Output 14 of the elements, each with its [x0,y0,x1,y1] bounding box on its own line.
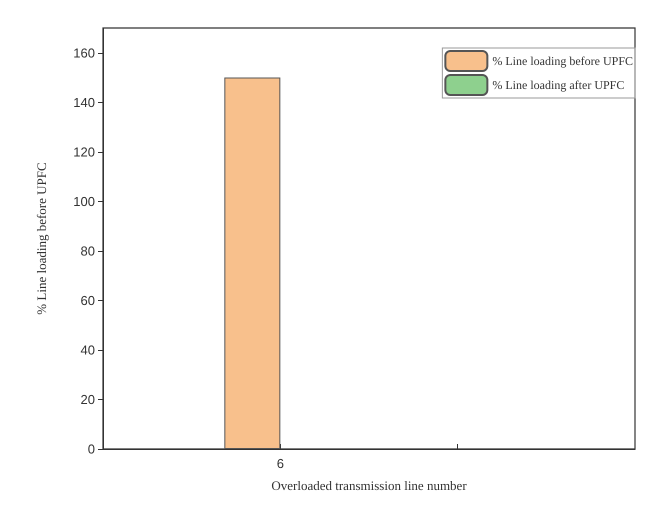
y-tick-label: 100 [73,194,95,209]
y-axis-title: % Line loading before UPFC [34,162,49,315]
y-tick-label: 140 [73,94,95,110]
y-tick-label: 80 [80,243,95,258]
x-axis-title: Overloaded transmission line number [271,478,468,493]
y-tick-label: 20 [80,392,95,407]
y-tick-label: 0 [88,442,95,456]
y-tick-label: 160 [73,45,95,60]
y-tick-label: 120 [73,144,95,160]
legend-label: % Line loading before UPFC [492,54,634,68]
legend-label: % Line loading after UPFC [492,78,624,92]
y-tick-label: 40 [80,342,95,358]
y-tick-label: 60 [80,292,95,308]
x-tick-label: 6 [276,456,284,471]
